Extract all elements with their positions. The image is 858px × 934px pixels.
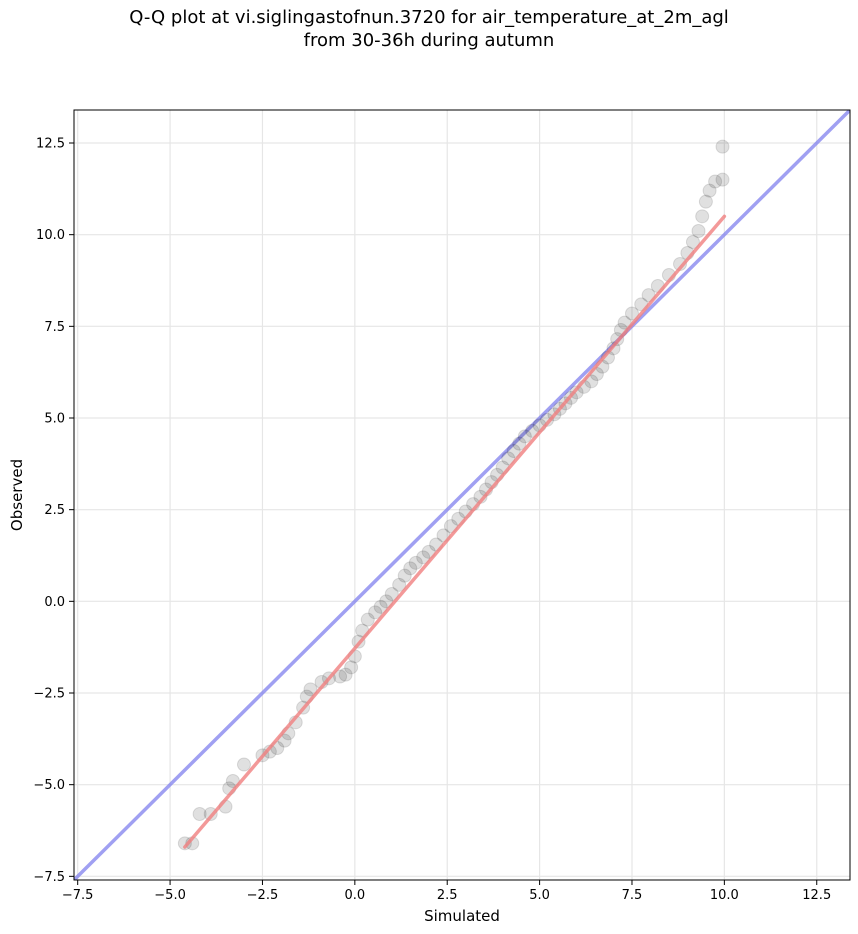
data-point bbox=[517, 429, 532, 444]
data-point bbox=[403, 561, 418, 576]
data-point bbox=[236, 757, 251, 772]
data-point bbox=[303, 682, 318, 697]
y-tick-label: −7.5 bbox=[33, 870, 65, 885]
data-point bbox=[397, 568, 412, 583]
data-point bbox=[338, 667, 353, 682]
chart-title: Q-Q plot at vi.siglingastofnun.3720 for … bbox=[0, 6, 858, 52]
x-tick-label: −7.5 bbox=[62, 888, 94, 903]
data-point bbox=[698, 194, 713, 209]
data-point bbox=[624, 306, 639, 321]
data-point bbox=[702, 183, 717, 198]
data-point bbox=[506, 444, 521, 458]
y-tick-label: 2.5 bbox=[44, 503, 65, 518]
grid bbox=[74, 110, 850, 880]
identity-line bbox=[74, 110, 850, 880]
y-tick-label: 12.5 bbox=[36, 137, 65, 152]
data-point bbox=[360, 612, 375, 627]
x-tick-label: 2.5 bbox=[437, 888, 458, 903]
data-point bbox=[416, 550, 431, 565]
data-point bbox=[368, 605, 383, 620]
data-point bbox=[617, 315, 632, 330]
data-point bbox=[333, 669, 348, 684]
data-point bbox=[408, 555, 423, 570]
data-point bbox=[373, 599, 388, 614]
x-tick-label: 0.0 bbox=[344, 888, 365, 903]
data-point bbox=[277, 733, 292, 748]
y-axis-label: Observed bbox=[8, 459, 26, 531]
chart-title-line2: from 30-36h during autumn bbox=[303, 30, 555, 51]
y-tick-label: 7.5 bbox=[44, 320, 65, 335]
x-axis-ticks: −7.5 −5.0 −2.5 0.0 2.5 5.0 7.5 10.0 12.5 bbox=[62, 880, 831, 903]
x-tick-label: 5.0 bbox=[529, 888, 550, 903]
y-tick-label: 5.0 bbox=[44, 412, 65, 427]
chart-title-line1: Q-Q plot at vi.siglingastofnun.3720 for … bbox=[129, 7, 729, 28]
data-point bbox=[691, 224, 706, 238]
data-point bbox=[344, 660, 359, 675]
x-tick-label: 7.5 bbox=[622, 888, 643, 903]
points-group bbox=[177, 139, 730, 851]
data-point bbox=[715, 139, 730, 154]
x-tick-label: −5.0 bbox=[154, 888, 186, 903]
identity-line-group bbox=[74, 110, 850, 880]
data-point bbox=[708, 174, 723, 189]
y-tick-label: 0.0 bbox=[44, 595, 65, 610]
x-axis-label: Simulated bbox=[424, 907, 500, 925]
x-tick-label: −2.5 bbox=[247, 888, 279, 903]
x-tick-label: 10.0 bbox=[710, 888, 739, 903]
data-point bbox=[384, 587, 399, 601]
data-point bbox=[695, 209, 710, 224]
y-tick-label: −2.5 bbox=[33, 687, 65, 702]
data-point bbox=[512, 436, 527, 451]
x-tick-label: 12.5 bbox=[802, 888, 831, 903]
data-point bbox=[392, 577, 407, 592]
y-tick-label: 10.0 bbox=[36, 228, 65, 243]
y-tick-label: −5.0 bbox=[33, 778, 65, 793]
data-point bbox=[685, 235, 700, 249]
data-point bbox=[715, 172, 730, 187]
plot-frame bbox=[73, 109, 851, 881]
y-axis-ticks: −7.5 −5.0 −2.5 0.0 2.5 5.0 7.5 10.0 12.5 bbox=[33, 137, 74, 885]
data-point bbox=[501, 451, 516, 466]
data-point bbox=[192, 807, 207, 821]
fit-line-group bbox=[183, 214, 727, 849]
fit-line bbox=[183, 214, 727, 849]
data-point bbox=[177, 836, 192, 851]
